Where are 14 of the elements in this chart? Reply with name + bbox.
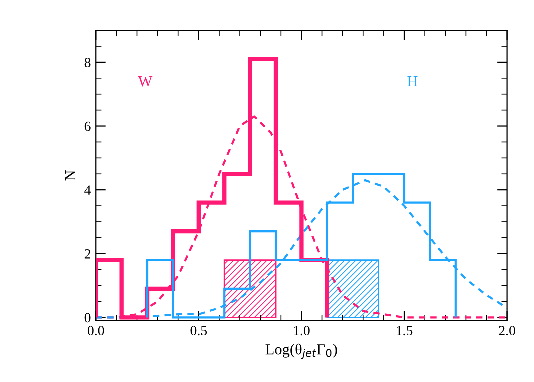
x-tick-label: 2.0 (499, 326, 516, 336)
text: H (408, 76, 418, 86)
x-axis-title: Log(θ$_{jet}$Γ$_{0}$) (266, 344, 338, 360)
y-tick-label: 0 (84, 313, 91, 323)
x-tick-label: 0.0 (88, 326, 104, 336)
text: W (138, 76, 153, 87)
x-tick-label: 1.0 (294, 326, 310, 336)
y-axis-title: N (66, 170, 76, 181)
y-tick-label: 4 (84, 186, 92, 195)
y-tick-label: 6 (84, 122, 91, 132)
x-tick-label: 0.5 (190, 326, 208, 336)
y-tick-label: 2 (84, 250, 90, 259)
y-tick-label: 8 (84, 58, 91, 68)
x-tick-label: 1.5 (397, 326, 413, 336)
